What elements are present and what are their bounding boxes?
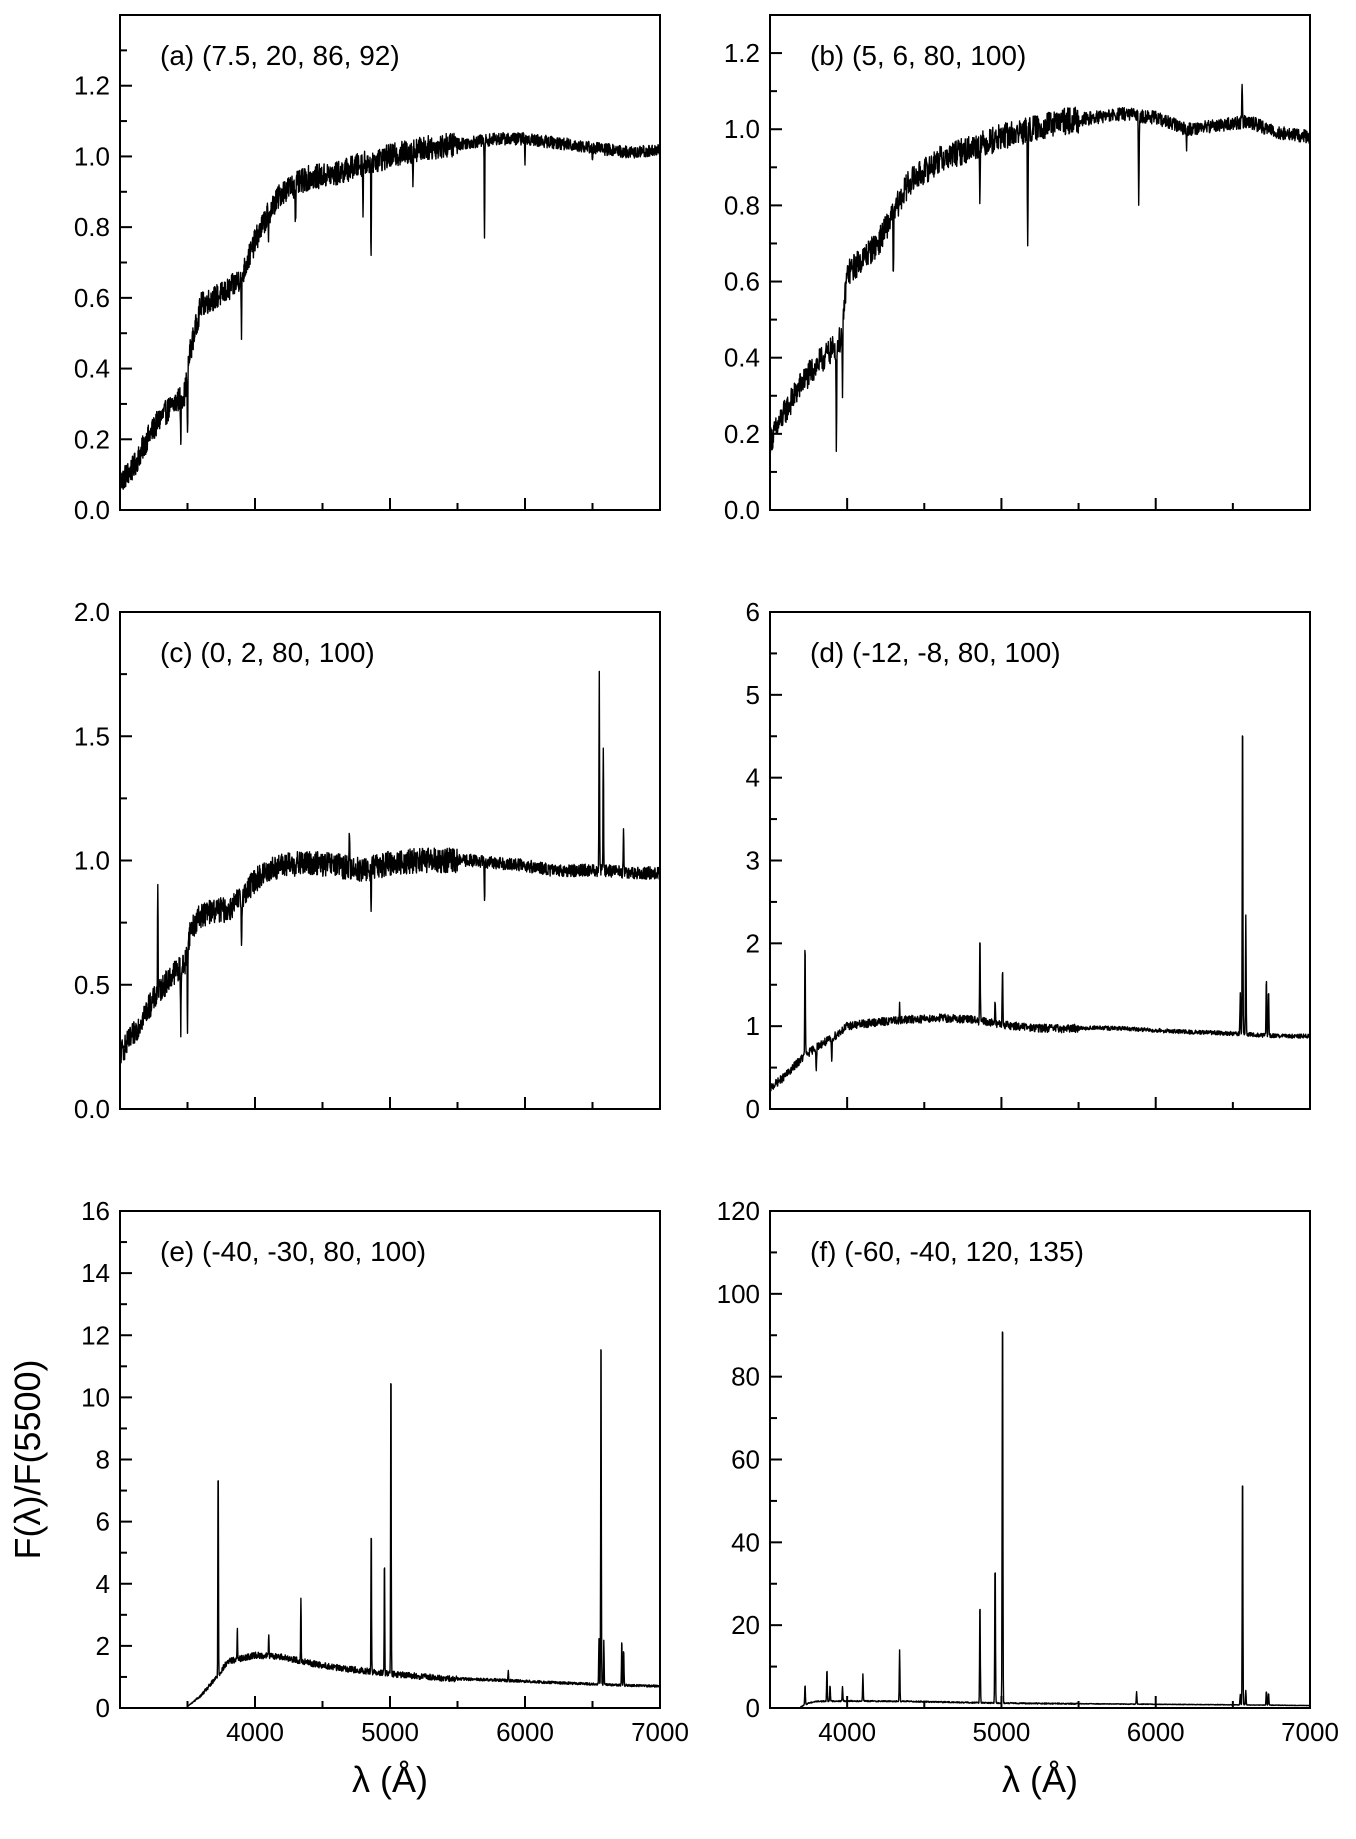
y-tick-label: 5	[746, 680, 760, 710]
spectrum-line	[769, 83, 1311, 455]
panel-title: (e) (-40, -30, 80, 100)	[160, 1236, 426, 1267]
y-axis-title: F(λ)/F(5500)	[7, 1359, 48, 1559]
y-tick-label: 2	[746, 928, 760, 958]
panel-d: 0 1 2 3 4 5 6 (d) (-12, -8, 80, 100)	[746, 597, 1311, 1124]
plot-frame	[119, 14, 661, 511]
y-tick-label: 0.0	[74, 1094, 110, 1124]
y-tick-label: 20	[731, 1610, 760, 1640]
y-tick-label: 0.0	[74, 495, 110, 525]
y-tick-label: 0.6	[724, 267, 760, 297]
y-tick-label: 0.4	[724, 343, 760, 373]
x-tick-label: 7000	[631, 1717, 689, 1747]
panel-title: (b) (5, 6, 80, 100)	[810, 40, 1026, 71]
y-tick-label: 4	[746, 763, 760, 793]
panel-title: (c) (0, 2, 80, 100)	[160, 637, 375, 668]
y-tick-label: 3	[746, 846, 760, 876]
spectrum-line	[769, 735, 1311, 1092]
y-tick-label: 16	[81, 1196, 110, 1226]
y-tick-label: 1.2	[74, 71, 110, 101]
y-tick-label: 0	[96, 1693, 110, 1723]
spectrum-line	[119, 670, 661, 1064]
y-tick-label: 0.6	[74, 283, 110, 313]
x-tick-label: 6000	[496, 1717, 554, 1747]
y-tick-label: 60	[731, 1445, 760, 1475]
y-tick-label: 2	[96, 1631, 110, 1661]
plot-frame	[769, 14, 1311, 511]
y-tick-label: 6	[746, 597, 760, 627]
y-tick-label: 0.2	[724, 419, 760, 449]
y-tick-label: 1.2	[724, 38, 760, 68]
x-axis-title: λ (Å)	[352, 1759, 428, 1800]
x-tick-label: 5000	[973, 1717, 1031, 1747]
y-tick-label: 4	[96, 1569, 110, 1599]
y-tick-label: 1.0	[74, 141, 110, 171]
x-tick-label: 5000	[361, 1717, 419, 1747]
y-tick-label: 0.4	[74, 354, 110, 384]
x-tick-label: 4000	[226, 1717, 284, 1747]
y-tick-label: 10	[81, 1382, 110, 1412]
panel-e: 0 2 4 6 8 10 12 14 16 4000 5000 6000 7000 (e) (-40, -…	[7, 1196, 689, 1800]
y-tick-label: 0	[746, 1693, 760, 1723]
panel-b: 0.0 0.2 0.4 0.6 0.8 1.0 1.2 (b) (5, 6, 80, 100)	[724, 14, 1311, 525]
x-tick-label: 6000	[1127, 1717, 1185, 1747]
x-axis-title: λ (Å)	[1002, 1759, 1078, 1800]
y-tick-label: 0.0	[724, 495, 760, 525]
plot-frame	[769, 1210, 1311, 1709]
y-tick-label: 1	[746, 1011, 760, 1041]
spectrum-line	[770, 1331, 1311, 1709]
panel-title: (d) (-12, -8, 80, 100)	[810, 637, 1061, 668]
y-tick-label: 1.0	[74, 846, 110, 876]
y-tick-label: 0	[746, 1094, 760, 1124]
y-tick-label: 8	[96, 1445, 110, 1475]
y-tick-label: 0.5	[74, 970, 110, 1000]
y-tick-label: 0.8	[74, 212, 110, 242]
y-tick-label: 1.5	[74, 721, 110, 751]
y-tick-label: 6	[96, 1507, 110, 1537]
spectrum-line	[120, 1349, 661, 1709]
x-tick-label: 4000	[818, 1717, 876, 1747]
y-tick-label: 0.2	[74, 424, 110, 454]
panel-title: (a) (7.5, 20, 86, 92)	[160, 40, 400, 71]
y-tick-label: 0.8	[724, 190, 760, 220]
y-tick-label: 100	[717, 1279, 760, 1309]
y-tick-label: 14	[81, 1258, 110, 1288]
spectrum-line	[119, 131, 661, 490]
y-tick-label: 2.0	[74, 597, 110, 627]
panel-a: 0.0 0.2 0.4 0.6 0.8 1.0 1.2 (a) (7.5, 20, 86, 9…	[74, 14, 661, 525]
y-tick-label: 1.0	[724, 114, 760, 144]
panel-c: 0.0 0.5 1.0 1.5 2.0 (c) (0, 2, 80, 100)	[74, 597, 661, 1124]
panel-title: (f) (-60, -40, 120, 135)	[810, 1236, 1084, 1267]
y-tick-label: 120	[717, 1196, 760, 1226]
panel-f: 0 20 40 60 80 100 120 4000 5000 6000 7000 (f) (-60,…	[717, 1196, 1339, 1800]
x-tick-label: 7000	[1281, 1717, 1339, 1747]
y-tick-label: 40	[731, 1527, 760, 1557]
y-tick-label: 80	[731, 1362, 760, 1392]
y-tick-label: 12	[81, 1320, 110, 1350]
